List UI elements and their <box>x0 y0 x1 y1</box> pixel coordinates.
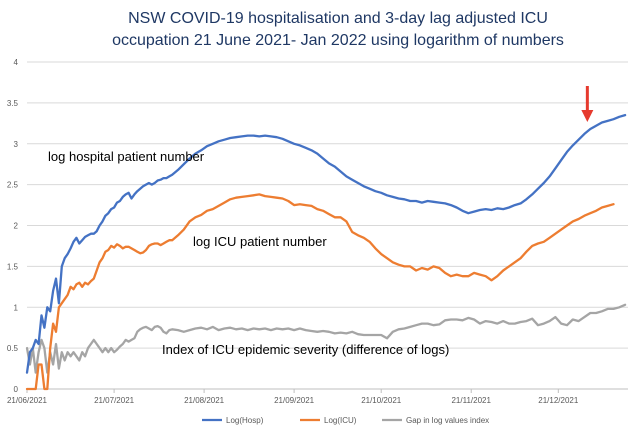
legend-label: Gap in log values index <box>406 416 489 425</box>
gridlines <box>27 61 628 349</box>
series-lines <box>25 113 627 391</box>
x-tick-label: 21/11/2021 <box>451 396 491 405</box>
legend-label: Log(Hosp) <box>226 416 264 425</box>
y-tick-label: 0 <box>14 385 19 394</box>
series-line-log-icu <box>25 193 615 391</box>
annotation-hospital: log hospital patient number <box>48 149 205 164</box>
y-axis-ticks: 0 0.5 1 1.5 2 2.5 3 3.5 4 <box>7 58 19 394</box>
y-tick-label: 2.5 <box>7 181 19 190</box>
arrow-head <box>581 110 594 122</box>
y-tick-label: 1.5 <box>7 262 19 271</box>
x-tick-label: 21/10/2021 <box>361 396 402 405</box>
x-tick-label: 21/06/2021 <box>7 396 48 405</box>
annotation-severity-index: Index of ICU epidemic severity (differen… <box>162 342 449 357</box>
y-tick-label: 3 <box>14 140 19 149</box>
chart-title-line-2: occupation 21 June 2021- Jan 2022 using … <box>112 32 564 49</box>
y-tick-label: 3.5 <box>7 99 19 108</box>
legend: Log(Hosp) Log(ICU) Gap in log values index <box>202 416 489 425</box>
x-tick-label: 21/08/2021 <box>184 396 225 405</box>
series-line-log-hosp <box>25 113 627 374</box>
chart-title-line-1: NSW COVID-19 hospitalisation and 3-day l… <box>128 10 548 27</box>
y-tick-label: 0.5 <box>7 344 19 353</box>
legend-label: Log(ICU) <box>324 416 357 425</box>
x-tick-label: 21/12/2021 <box>538 396 579 405</box>
x-tick-label: 21/09/2021 <box>274 396 315 405</box>
x-tick-label: 21/07/2021 <box>94 396 135 405</box>
red-arrow-icon <box>581 86 594 122</box>
y-tick-label: 2 <box>14 222 19 231</box>
y-tick-label: 4 <box>14 58 19 67</box>
y-tick-label: 1 <box>14 303 19 312</box>
annotation-icu: log ICU patient number <box>193 234 327 249</box>
series-line-gap-in-log-values-index <box>25 303 627 374</box>
x-axis-ticks: 21/06/2021 21/07/2021 21/08/2021 21/09/2021… <box>7 389 579 405</box>
